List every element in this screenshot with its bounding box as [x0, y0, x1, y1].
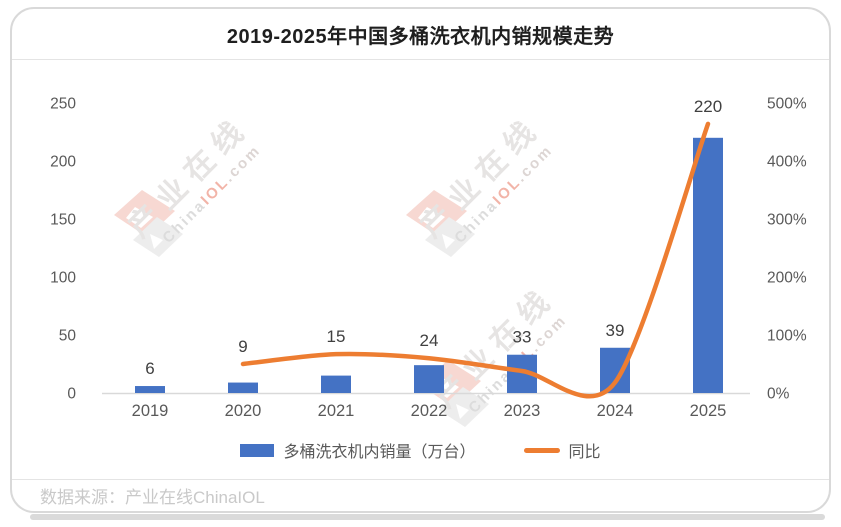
bar-2022	[414, 365, 444, 393]
bar-value-label: 6	[145, 359, 154, 378]
x-axis-label: 2021	[318, 402, 355, 420]
bottom-edge-strip	[30, 514, 825, 520]
bar-2021	[321, 375, 351, 393]
bar-2019	[135, 386, 165, 393]
bar-series-swatch-icon	[240, 443, 275, 457]
left-axis-tick: 0	[67, 386, 76, 403]
right-axis-tick: 400%	[767, 154, 807, 171]
bar-2024	[600, 347, 630, 393]
x-axis-label: 2022	[411, 402, 448, 420]
bar-2020	[228, 382, 258, 393]
right-axis-tick: 100%	[767, 328, 807, 345]
x-axis-label: 2019	[132, 402, 169, 420]
left-axis-tick: 150	[50, 212, 76, 229]
data-source: 数据来源：产业在线ChinaIOL	[12, 479, 829, 511]
legend-label-bar-series: 多桶洗衣机内销量（万台）	[283, 444, 476, 461]
x-axis-label: 2023	[504, 402, 541, 420]
bar-2025	[693, 137, 723, 393]
left-axis-tick: 50	[59, 328, 77, 345]
x-axis-label: 2020	[225, 402, 262, 420]
legend-item-line-series: 同比	[523, 438, 601, 462]
left-axis-tick: 250	[50, 96, 76, 113]
bar-value-label: 33	[513, 328, 532, 347]
right-axis-tick: 0%	[767, 386, 790, 403]
bar-value-label: 39	[606, 321, 625, 340]
bar-value-label: 220	[694, 97, 722, 116]
x-axis-label: 2024	[597, 402, 634, 420]
bar-value-label: 15	[327, 327, 346, 346]
legend-item-bar-series: 多桶洗衣机内销量（万台）	[240, 438, 476, 462]
chart-legend: 多桶洗衣机内销量（万台） 同比	[12, 438, 829, 462]
right-axis-tick: 200%	[767, 270, 807, 287]
chart-title: 2019-2025年中国多桶洗衣机内销规模走势	[12, 9, 829, 60]
right-axis-tick: 500%	[767, 96, 807, 113]
chart-card: 2019-2025年中国多桶洗衣机内销规模走势 产业在线 ChinaIOL.com…	[10, 7, 831, 513]
x-axis-label: 2025	[690, 402, 727, 420]
yoy-line	[240, 121, 711, 399]
bar-value-label: 24	[420, 331, 439, 350]
chart-region: 产业在线 ChinaIOL.com 产业在线 ChinaIOL.com 产业在线 Chin…	[12, 60, 829, 479]
left-axis-tick: 200	[50, 154, 76, 171]
left-axis-tick: 100	[50, 270, 76, 287]
combo-chart: 6 9 15 24 33 39 220 0 50 100 150 200 250 0% 100% 200% 30…	[50, 96, 807, 421]
legend-label-line-series: 同比	[568, 444, 601, 461]
bar-value-label: 9	[238, 337, 247, 356]
line-series-swatch-icon	[523, 447, 560, 453]
right-axis-tick: 300%	[767, 212, 807, 229]
